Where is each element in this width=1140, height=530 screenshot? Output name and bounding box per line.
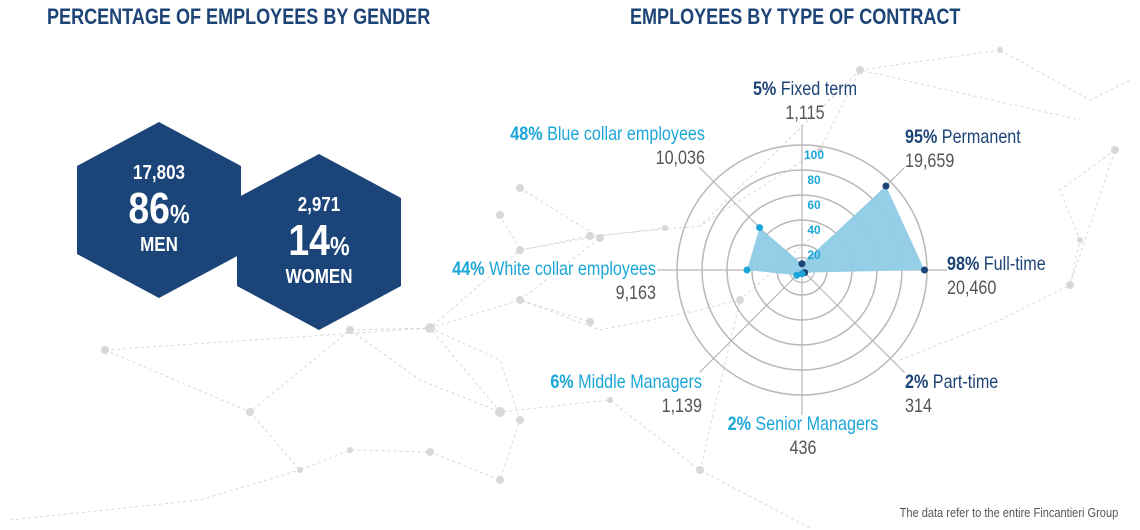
contract-title: EMPLOYEES BY TYPE OF CONTRACT bbox=[630, 4, 961, 29]
category-count: 436 bbox=[790, 437, 817, 459]
category-label: 98% Full-time bbox=[947, 253, 1046, 275]
category-count: 314 bbox=[905, 395, 932, 417]
data-point bbox=[743, 266, 751, 274]
spoke bbox=[699, 269, 803, 373]
data-point bbox=[921, 266, 928, 274]
radial-tick-label: 100 bbox=[804, 148, 824, 162]
radial-tick-label: 80 bbox=[807, 173, 821, 187]
category-percent: 48% bbox=[510, 123, 547, 145]
category-label: 2% Part-time bbox=[905, 371, 998, 393]
category-count: 1,139 bbox=[662, 395, 702, 417]
category-count: 19,659 bbox=[905, 150, 954, 172]
category-count: 1,115 bbox=[785, 102, 824, 124]
men-count: 17,803 bbox=[132, 162, 185, 184]
category-name: White collar employees bbox=[489, 258, 656, 280]
spoke bbox=[801, 269, 905, 373]
women-count: 2,971 bbox=[297, 194, 341, 216]
category-name: Fixed term bbox=[781, 78, 857, 100]
data-point bbox=[798, 260, 806, 268]
category-count: 20,460 bbox=[947, 277, 997, 299]
category-label: 5% Fixed term bbox=[753, 78, 857, 100]
data-point bbox=[798, 270, 806, 278]
footnote: The data refer to the entire Fincantieri… bbox=[899, 505, 1118, 520]
category-label: 48% Blue collar employees bbox=[510, 123, 705, 145]
category-percent: 44% bbox=[452, 258, 489, 280]
category-name: Permanent bbox=[942, 126, 1021, 148]
category-percent: 98% bbox=[947, 253, 984, 275]
category-label: 95% Permanent bbox=[905, 126, 1021, 148]
data-point bbox=[882, 182, 890, 190]
category-name: Part-time bbox=[933, 371, 999, 393]
men-percent: 86% bbox=[128, 184, 190, 233]
gender-title: PERCENTAGE OF EMPLOYEES BY GENDER bbox=[47, 4, 431, 29]
category-percent: 2% bbox=[905, 371, 933, 393]
category-name: Full-time bbox=[984, 253, 1046, 275]
women-label: WOMEN bbox=[285, 266, 353, 288]
men-label: MEN bbox=[140, 234, 178, 256]
category-percent: 5% bbox=[753, 78, 781, 100]
radar-area bbox=[747, 186, 925, 276]
data-point bbox=[793, 271, 801, 279]
category-percent: 2% bbox=[728, 413, 756, 435]
category-count: 10,036 bbox=[656, 147, 706, 169]
category-label: 2% Senior Managers bbox=[728, 413, 879, 435]
category-label: 6% Middle Managers bbox=[550, 371, 702, 393]
category-name: Middle Managers bbox=[578, 371, 702, 393]
radial-tick-label: 60 bbox=[807, 198, 821, 212]
women-hexagon: 2,971 14% WOMEN bbox=[237, 154, 401, 330]
women-percent: 14% bbox=[288, 216, 350, 265]
data-point bbox=[756, 224, 764, 232]
category-percent: 6% bbox=[550, 371, 578, 393]
radial-tick-label: 40 bbox=[807, 223, 821, 237]
category-label: 44% White collar employees bbox=[452, 258, 656, 280]
category-name: Blue collar employees bbox=[547, 123, 705, 145]
radial-tick-label: 20 bbox=[807, 248, 821, 262]
category-name: Senior Managers bbox=[755, 413, 878, 435]
category-percent: 95% bbox=[905, 126, 942, 148]
category-count: 9,163 bbox=[616, 282, 657, 304]
